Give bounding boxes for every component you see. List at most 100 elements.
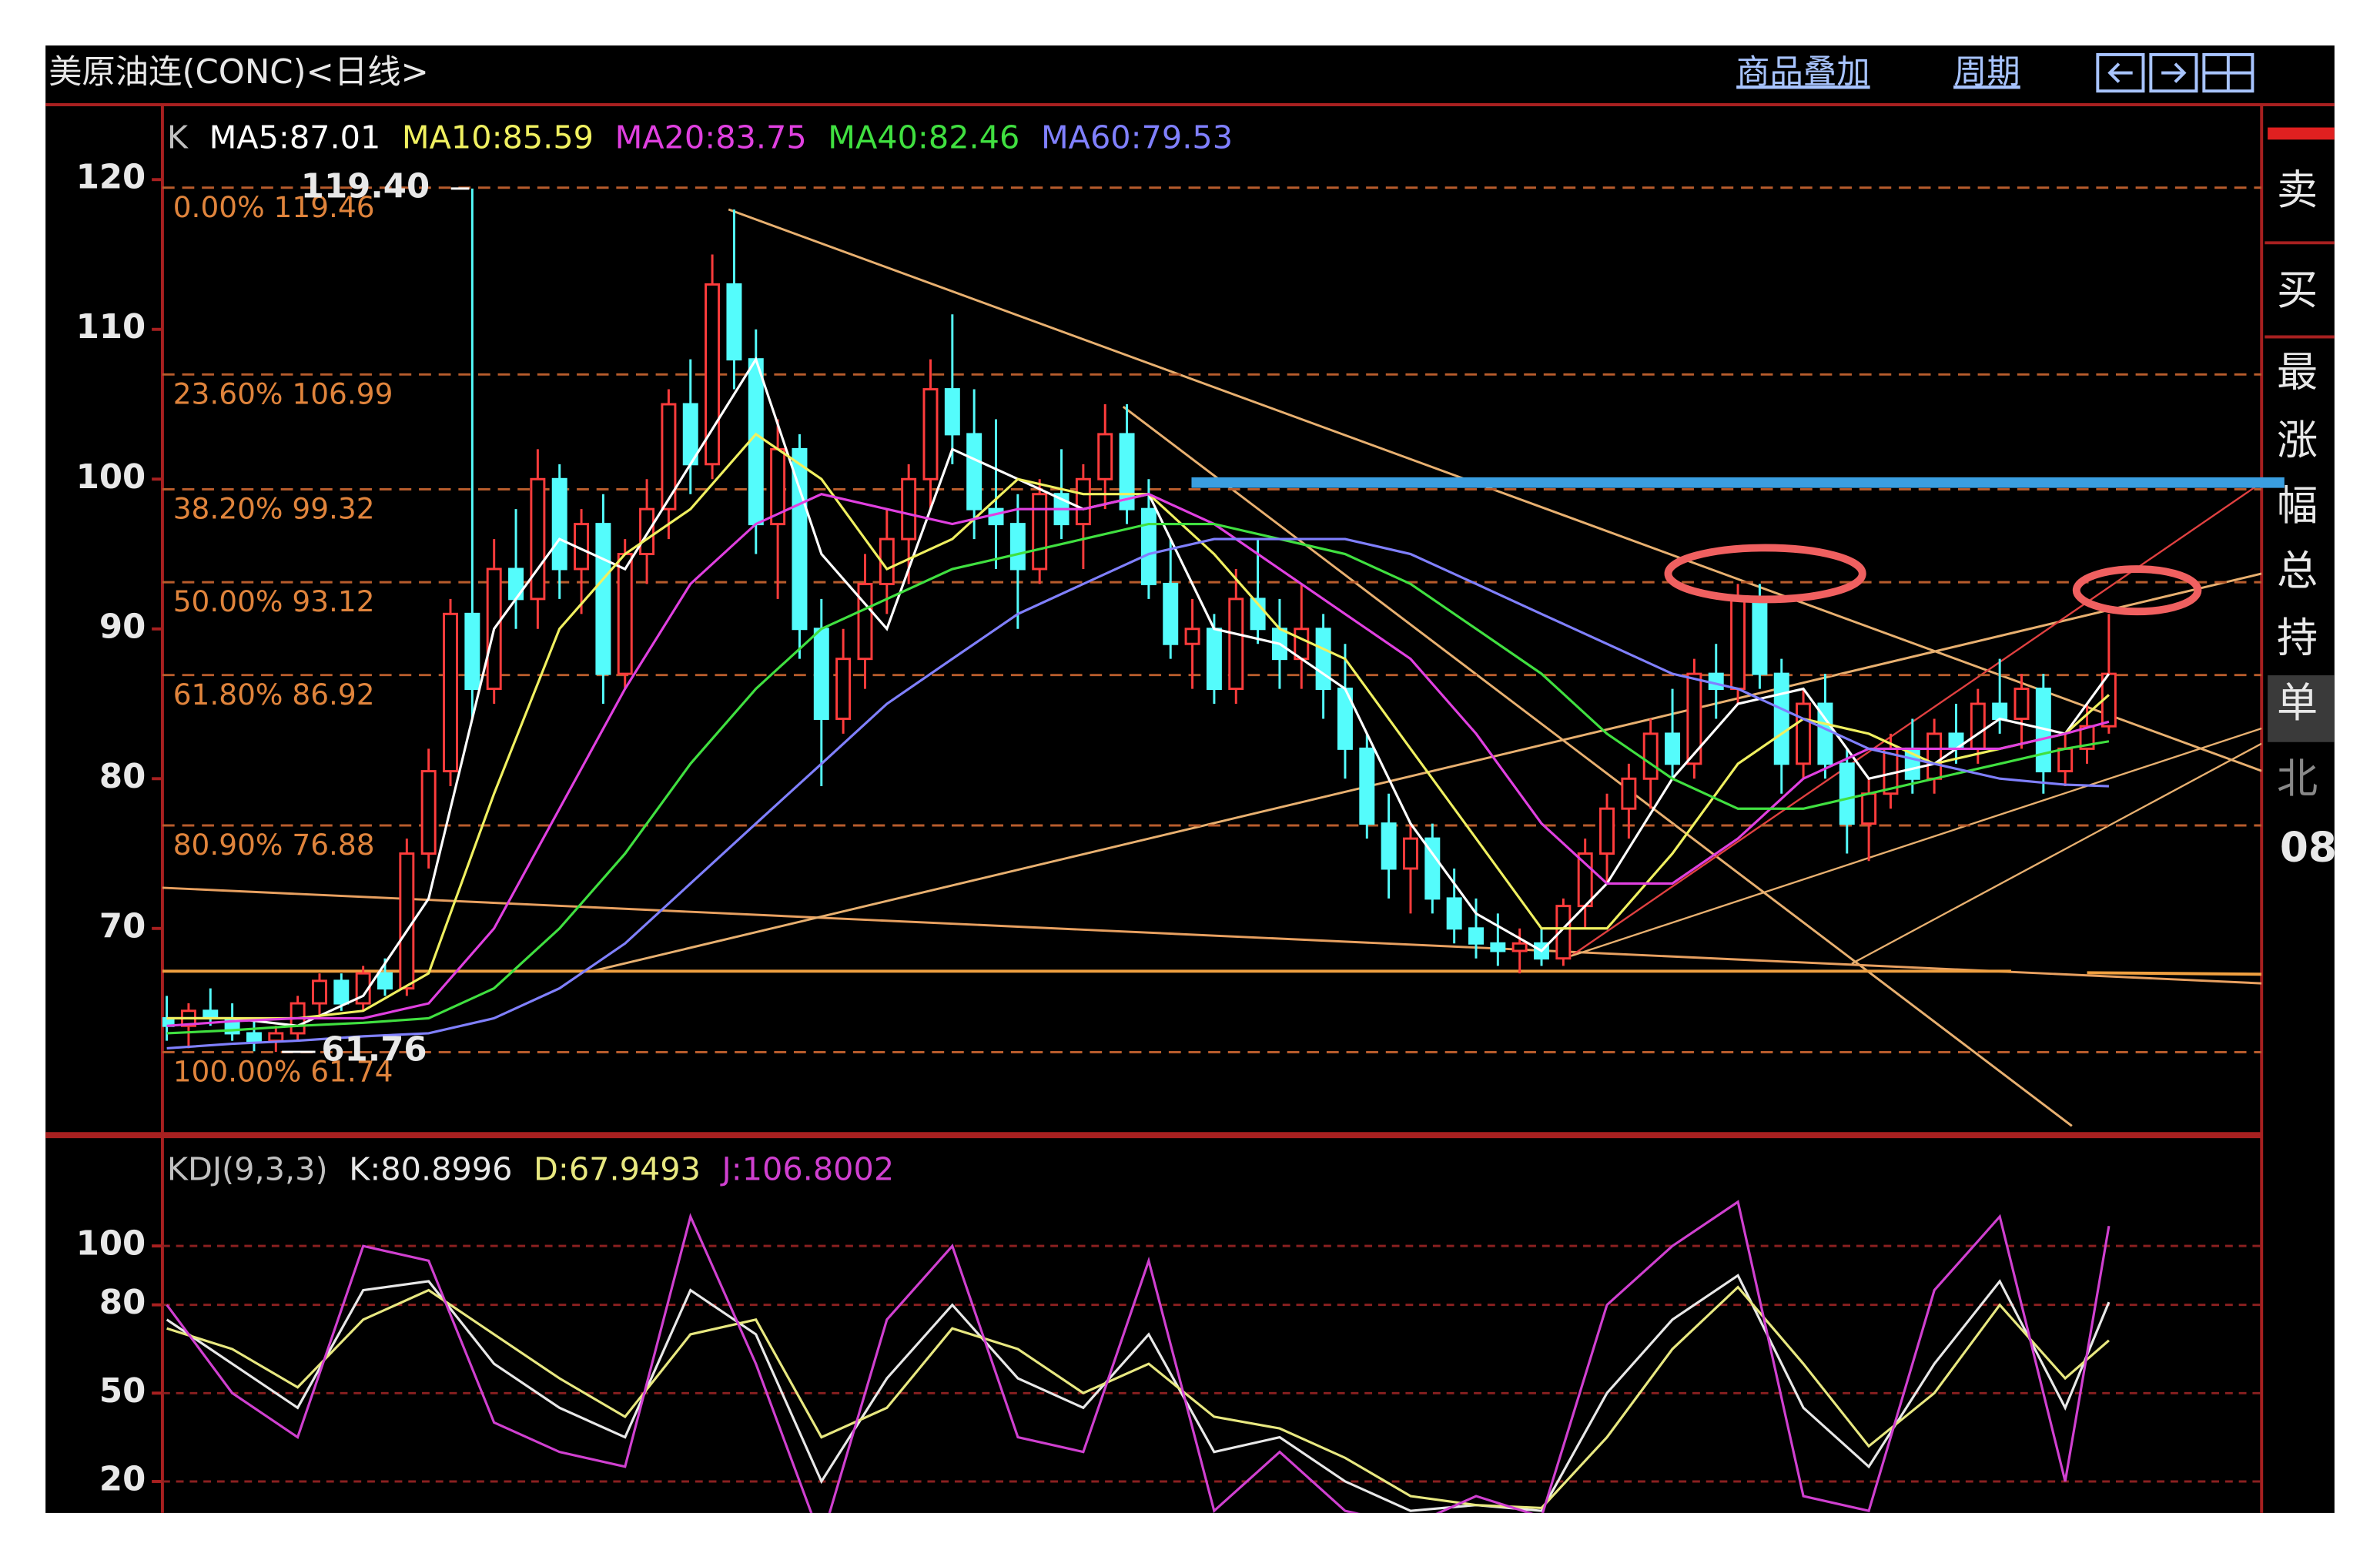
candle-body	[705, 283, 721, 466]
candle-body	[1511, 942, 1528, 952]
candle-body	[1075, 477, 1091, 526]
trend-line	[1851, 742, 2262, 965]
highlight-ellipse	[2072, 565, 2202, 616]
candle-body	[1381, 822, 1397, 870]
candle-body	[311, 979, 327, 1005]
candle-body	[1184, 628, 1200, 645]
candle-body	[1992, 702, 2008, 720]
menu-item[interactable]: 商品叠加	[1736, 53, 1870, 92]
price-panel	[162, 186, 2262, 1053]
candle-body	[617, 553, 633, 675]
candle-body	[1642, 732, 1659, 780]
trend-line	[2087, 971, 2262, 976]
axes: 0.00% 119.46 23.60% 106.99 38.20% 99.32 50.…	[76, 119, 1233, 1498]
menu-item[interactable]: 周期	[1953, 53, 2020, 92]
candle-body	[1665, 732, 1681, 765]
side-label: 08	[2280, 823, 2337, 871]
candle-body	[443, 612, 458, 773]
fib-label: 50.00% 93.12	[173, 584, 375, 618]
legend-entry: MA5:87.01	[209, 119, 381, 156]
y-tick-label: 70	[99, 907, 146, 946]
candle-body	[595, 523, 611, 675]
candle-body	[792, 447, 808, 631]
annotation-label: 119.40	[301, 167, 430, 206]
candle-body	[1970, 702, 1986, 750]
candle-body	[268, 1032, 284, 1043]
series-line	[166, 493, 2110, 1027]
legend-entry: MA10:85.59	[402, 119, 594, 156]
candle-body	[1097, 433, 1113, 480]
candle-body	[1206, 628, 1222, 691]
fib-label: 61.80% 86.92	[173, 678, 375, 711]
y-tick-label: 20	[99, 1461, 146, 1499]
candle-body	[399, 852, 415, 990]
candle-body	[1315, 628, 1331, 691]
legend-label: K	[167, 119, 189, 156]
side-panel: 卖 买 最 涨 幅 总 持 单 北 08	[2265, 127, 2337, 871]
trend-line	[162, 886, 2262, 985]
candle-body	[464, 612, 480, 691]
candle-body	[726, 283, 742, 361]
fib-label: 23.60% 106.99	[173, 377, 393, 410]
y-tick-label: 120	[76, 159, 146, 197]
candle-body	[748, 358, 764, 526]
candle-body	[1468, 927, 1484, 945]
candle-body	[1817, 702, 1833, 765]
kdj-panel	[162, 1200, 2262, 1513]
candle-body	[639, 507, 655, 555]
legend-entry: MA60:79.53	[1041, 119, 1233, 156]
candle-body	[355, 972, 371, 1005]
annotation-label: 61.76	[321, 1031, 427, 1070]
side-label: 卖	[2277, 166, 2318, 214]
candle-body	[2079, 725, 2095, 750]
candle-body	[835, 658, 852, 720]
y-tick-label: 100	[76, 1225, 146, 1264]
series-line	[166, 1200, 2111, 1513]
y-tick-label: 80	[99, 1284, 146, 1322]
candle-body	[1359, 747, 1375, 825]
series-line	[166, 537, 2109, 1050]
panel-frame	[45, 103, 2335, 1513]
candle-body	[1163, 582, 1179, 645]
candle-body	[1708, 672, 1724, 691]
candle-body	[857, 582, 873, 661]
candle-body	[966, 433, 982, 511]
fib-label: 0.00% 119.46	[173, 190, 375, 224]
toolbar-icons[interactable]	[2096, 52, 2254, 93]
candle-body	[1621, 777, 1637, 810]
series-line	[166, 522, 2110, 1035]
side-label: 持	[2277, 614, 2318, 661]
candle-body	[1009, 523, 1026, 571]
legend-label: KDJ(9,3,3)	[167, 1150, 328, 1187]
candle-body	[1773, 672, 1789, 765]
candle-body	[246, 1032, 262, 1043]
y-tick-label: 100	[76, 458, 146, 497]
candle-body	[1446, 897, 1462, 930]
side-label: 北	[2277, 755, 2318, 803]
y-tick-label: 110	[76, 308, 146, 346]
candle-body	[2057, 747, 2074, 773]
candle-body	[530, 477, 546, 601]
candle-body	[1730, 598, 1746, 691]
candle-body	[1926, 732, 1943, 780]
candle-body	[377, 972, 393, 990]
candle-body	[944, 388, 960, 436]
candle-body	[1032, 493, 1048, 571]
side-label: 涨	[2277, 417, 2318, 464]
trend-line	[1122, 406, 2073, 1127]
candle-body	[1490, 942, 1506, 952]
side-highlight	[2268, 675, 2335, 742]
candle-body	[901, 477, 917, 541]
candle-body	[1752, 598, 1768, 675]
legend-entry: MA20:83.75	[615, 119, 807, 156]
y-tick-label: 50	[99, 1372, 146, 1411]
candle-body	[420, 770, 437, 855]
candle-body	[1686, 672, 1702, 765]
candle-body	[661, 403, 677, 511]
side-bar	[2268, 127, 2335, 140]
candle-body	[813, 628, 829, 720]
candle-body	[1140, 507, 1157, 585]
legend-entry: J:106.8002	[720, 1150, 895, 1187]
window-title: 美原油连(CONC)<日线>	[49, 53, 429, 92]
